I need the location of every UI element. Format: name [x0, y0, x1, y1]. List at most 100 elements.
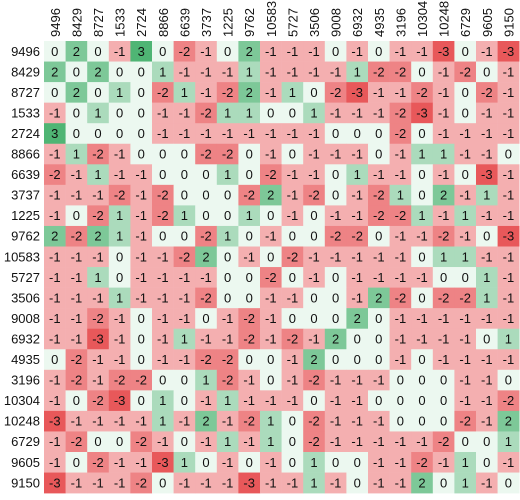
cell-value-label: 0 — [462, 434, 469, 449]
cell-value-label: 0 — [94, 126, 101, 141]
heatmap-cell — [238, 452, 261, 473]
cell-value-label: -1 — [308, 249, 320, 264]
cell-value-label: -1 — [330, 147, 342, 162]
cell-value-label: 0 — [224, 290, 231, 305]
cell-value-label: -1 — [330, 105, 342, 120]
heatmap-cell — [432, 82, 455, 103]
heatmap-cell — [454, 164, 477, 186]
heatmap-cell — [476, 390, 498, 412]
heatmap-cell — [497, 61, 520, 83]
heatmap-cell — [389, 102, 412, 124]
cell-value-label: -1 — [287, 64, 299, 79]
heatmap-cell — [260, 328, 282, 350]
heatmap-cell — [281, 349, 304, 371]
heatmap-cell — [432, 431, 455, 453]
cell-value-label: -3 — [503, 44, 515, 59]
cell-value-label: -1 — [49, 147, 61, 162]
cell-value-label: -1 — [243, 249, 255, 264]
heatmap-cell — [130, 431, 153, 453]
cell-value-label: -1 — [179, 475, 191, 490]
heatmap-cell — [173, 308, 196, 329]
heatmap-cell — [324, 410, 347, 432]
heatmap-cell — [44, 61, 66, 83]
heatmap-cell — [411, 61, 434, 83]
y-tick-label: 5727 — [11, 270, 40, 285]
heatmap-cell — [324, 164, 347, 186]
heatmap-cell — [87, 164, 110, 186]
cell-value-label: 0 — [418, 126, 425, 141]
heatmap-cell — [476, 184, 498, 206]
heatmap-cell — [260, 472, 282, 494]
y-tick-label: 8866 — [11, 147, 40, 162]
heatmap-cell — [173, 410, 196, 432]
heatmap-cell — [476, 164, 498, 186]
heatmap-cell — [108, 102, 131, 124]
cell-value-label: -1 — [503, 188, 515, 203]
cell-value-label: 0 — [181, 188, 188, 203]
heatmap-cell — [411, 82, 434, 103]
heatmap-cell — [108, 246, 131, 268]
cell-value-label: -2 — [459, 64, 471, 79]
heatmap-cell — [130, 349, 153, 371]
heatmap-cell — [454, 143, 477, 165]
cell-value-label: 0 — [224, 270, 231, 285]
heatmap-cell — [411, 184, 434, 206]
cell-value-label: 1 — [116, 290, 123, 305]
heatmap-cell — [411, 123, 434, 145]
heatmap-cell — [130, 267, 153, 288]
cell-value-label: 1 — [224, 434, 231, 449]
cell-value-label: -1 — [222, 331, 234, 346]
heatmap-cell — [87, 123, 110, 145]
y-tick-label: 9762 — [11, 229, 40, 244]
heatmap-cell — [432, 472, 455, 494]
cell-value-label: -2 — [287, 249, 299, 264]
heatmap-cell — [454, 308, 477, 329]
cell-value-label: 0 — [138, 126, 145, 141]
cell-value-label: -1 — [49, 188, 61, 203]
heatmap-cell — [368, 349, 390, 371]
cell-value-label: -1 — [114, 331, 126, 346]
heatmap-cell — [454, 390, 477, 412]
cell-value-label: -1 — [71, 270, 83, 285]
cell-value-label: -1 — [114, 475, 126, 490]
cell-value-label: 0 — [138, 147, 145, 162]
heatmap-cell — [195, 61, 218, 83]
cell-value-label: 0 — [440, 475, 447, 490]
cell-value-label: -1 — [416, 270, 428, 285]
cell-value-label: 2 — [73, 85, 80, 100]
cell-value-label: -1 — [92, 249, 104, 264]
heatmap-cell — [281, 452, 304, 473]
heatmap-cell — [108, 123, 131, 145]
heatmap-cell — [44, 184, 66, 206]
heatmap-cell — [44, 431, 66, 453]
heatmap-cell — [65, 267, 88, 288]
cell-value-label: -1 — [308, 64, 320, 79]
heatmap-cell — [454, 123, 477, 145]
cell-value-label: 1 — [397, 188, 404, 203]
cell-value-label: -2 — [416, 455, 428, 470]
heatmap-cell — [216, 164, 239, 186]
cell-value-label: -1 — [114, 147, 126, 162]
heatmap-cell — [65, 431, 88, 453]
cell-value-label: 3 — [138, 44, 145, 59]
cell-value-label: 0 — [462, 270, 469, 285]
heatmap-cell — [108, 267, 131, 288]
heatmap-cell — [303, 102, 326, 124]
heatmap-cell — [238, 205, 261, 227]
heatmap-cell — [411, 246, 434, 268]
heatmap-cell — [346, 452, 369, 473]
cell-value-label: -2 — [92, 455, 104, 470]
heatmap-cell — [65, 102, 88, 124]
cell-value-label: -1 — [222, 455, 234, 470]
heatmap-cell — [130, 246, 153, 268]
heatmap-cell — [44, 267, 66, 288]
cell-value-label: -1 — [459, 126, 471, 141]
cell-value-label: -1 — [481, 249, 493, 264]
heatmap-cell — [476, 308, 498, 329]
cell-value-label: 1 — [116, 229, 123, 244]
cell-value-label: 1 — [202, 373, 209, 388]
cell-value-label: 2 — [332, 331, 339, 346]
heatmap-cell — [389, 349, 412, 371]
heatmap-cell — [173, 82, 196, 103]
heatmap-cell — [238, 246, 261, 268]
